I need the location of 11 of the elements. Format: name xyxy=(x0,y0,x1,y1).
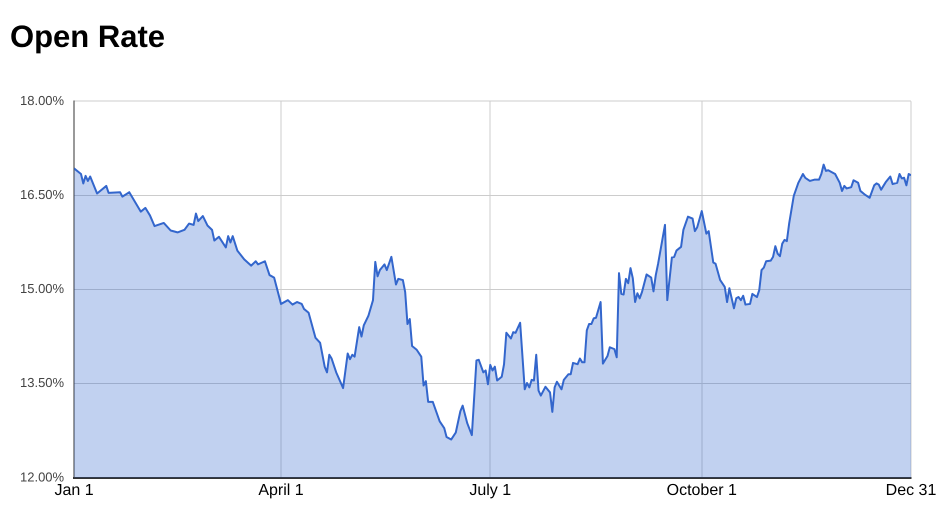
y-tick-label: 15.00% xyxy=(20,281,65,296)
x-tick-label: Dec 31 xyxy=(886,482,936,499)
x-tick-label: July 1 xyxy=(469,482,512,499)
x-tick-label: April 1 xyxy=(258,482,304,499)
chart-title: Open Rate xyxy=(10,19,166,54)
x-tick-label: Jan 1 xyxy=(54,482,94,499)
y-tick-label: 12.00% xyxy=(20,469,65,484)
y-tick-label: 13.50% xyxy=(20,375,65,390)
y-tick-label: 16.50% xyxy=(20,186,65,202)
y-tick-label: 18.00% xyxy=(20,92,65,108)
x-tick-label: October 1 xyxy=(666,482,737,499)
